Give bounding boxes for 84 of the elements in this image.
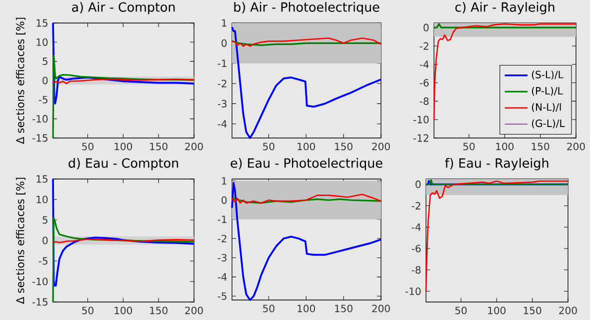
chart-title: e) Eau - Photoelectrique xyxy=(230,158,382,170)
line-series xyxy=(231,194,382,204)
line-series xyxy=(231,26,382,139)
y-tick-label: 1 xyxy=(222,19,226,27)
y-tick-label: -12 xyxy=(413,134,428,142)
x-tick-label: 100 xyxy=(488,306,506,314)
y-tick-label: -8 xyxy=(412,266,421,274)
y-tick-label: -5 xyxy=(38,96,48,104)
y-tick-label: -5 xyxy=(38,257,48,265)
line-series xyxy=(52,178,195,287)
y-tick-label: -6 xyxy=(412,244,421,252)
x-tick-label: 50 xyxy=(82,306,94,314)
legend-label: (S-L)/L xyxy=(532,70,564,80)
y-tick-label: -1 xyxy=(218,216,226,223)
line-series xyxy=(425,180,569,292)
x-tick-label: 100 xyxy=(298,304,315,312)
line-series xyxy=(52,54,195,139)
x-tick-label: 100 xyxy=(298,142,315,150)
y-tick-label: 10 xyxy=(36,196,48,204)
y-tick-label: -2 xyxy=(218,234,226,242)
x-tick-label: 200 xyxy=(372,142,390,150)
y-tick-label: 0 xyxy=(42,236,48,244)
y-axis-title: Δ sections efficaces [%] xyxy=(16,178,26,304)
y-tick-label: -2 xyxy=(420,42,428,50)
y-tick-label: -10 xyxy=(32,115,48,123)
y-tick-label: -10 xyxy=(413,116,429,124)
y-tick-label: -15 xyxy=(32,298,48,306)
y-tick-label: -15 xyxy=(32,134,48,142)
x-tick-label: 50 xyxy=(82,142,94,150)
x-tick-label: 200 xyxy=(185,306,203,314)
legend-label: (P-L)/L xyxy=(532,86,563,96)
y-tick-label: 0 xyxy=(424,24,429,32)
y-tick-label: -1 xyxy=(218,60,226,67)
y-tick-label: -10 xyxy=(32,278,48,286)
y-tick-label: 10 xyxy=(36,38,48,46)
legend-label: (G-L)/L xyxy=(532,119,565,128)
y-tick-label: -2 xyxy=(218,80,226,88)
chart-title: f) Eau - Rayleigh xyxy=(445,158,548,170)
x-tick-label: 100 xyxy=(114,306,132,314)
y-tick-label: -6 xyxy=(420,79,429,87)
y-tick-label: -10 xyxy=(405,288,421,296)
x-tick-label: 50 xyxy=(455,306,467,314)
y-axis-title: Δ sections efficaces [%] xyxy=(16,18,26,144)
x-tick-label: 150 xyxy=(150,306,168,314)
y-tick-label: 5 xyxy=(42,216,48,224)
y-tick-label: -4 xyxy=(218,273,227,281)
x-tick-label: 50 xyxy=(263,304,274,312)
line-series xyxy=(52,22,195,104)
y-tick-label: 0 xyxy=(222,39,227,47)
x-tick-label: 200 xyxy=(372,304,390,312)
y-tick-label: 0 xyxy=(42,76,48,84)
x-tick-label: 150 xyxy=(335,142,352,150)
y-tick-label: -4 xyxy=(412,223,421,231)
y-tick-label: -4 xyxy=(420,60,429,68)
legend-label: (N-L)/l xyxy=(532,103,561,112)
y-tick-label: 15 xyxy=(36,19,48,27)
chart-title: a) Air - Compton xyxy=(72,2,175,14)
y-tick-label: -3 xyxy=(218,100,226,108)
chart-title: c) Air - Rayleigh xyxy=(455,2,554,14)
x-tick-label: 150 xyxy=(524,306,542,314)
y-tick-label: 0 xyxy=(222,196,227,204)
y-tick-label: -3 xyxy=(218,254,226,262)
x-tick-label: 100 xyxy=(496,142,514,150)
y-tick-label: 15 xyxy=(36,175,48,183)
y-tick-label: -2 xyxy=(412,202,420,210)
y-tick-label: 5 xyxy=(42,58,48,66)
x-tick-label: 200 xyxy=(559,306,577,314)
y-tick-label: 1 xyxy=(222,177,226,185)
line-series xyxy=(231,37,382,47)
y-tick-label: -5 xyxy=(218,292,226,300)
y-tick-label: 0 xyxy=(416,180,421,188)
x-tick-label: 200 xyxy=(185,142,203,150)
chart-title: b) Air - Photoelectrique xyxy=(234,2,380,14)
x-tick-label: 150 xyxy=(335,304,352,312)
x-tick-label: 200 xyxy=(567,142,585,150)
chart-title: d) Eau - Compton xyxy=(68,158,178,170)
y-tick-label: -8 xyxy=(420,97,429,105)
x-tick-label: 150 xyxy=(150,142,168,150)
line-series xyxy=(231,182,382,301)
x-tick-label: 100 xyxy=(114,142,132,150)
y-tick-label: -4 xyxy=(218,120,227,128)
x-tick-label: 50 xyxy=(263,142,274,150)
x-tick-label: 150 xyxy=(532,142,550,150)
x-tick-label: 50 xyxy=(463,142,475,150)
